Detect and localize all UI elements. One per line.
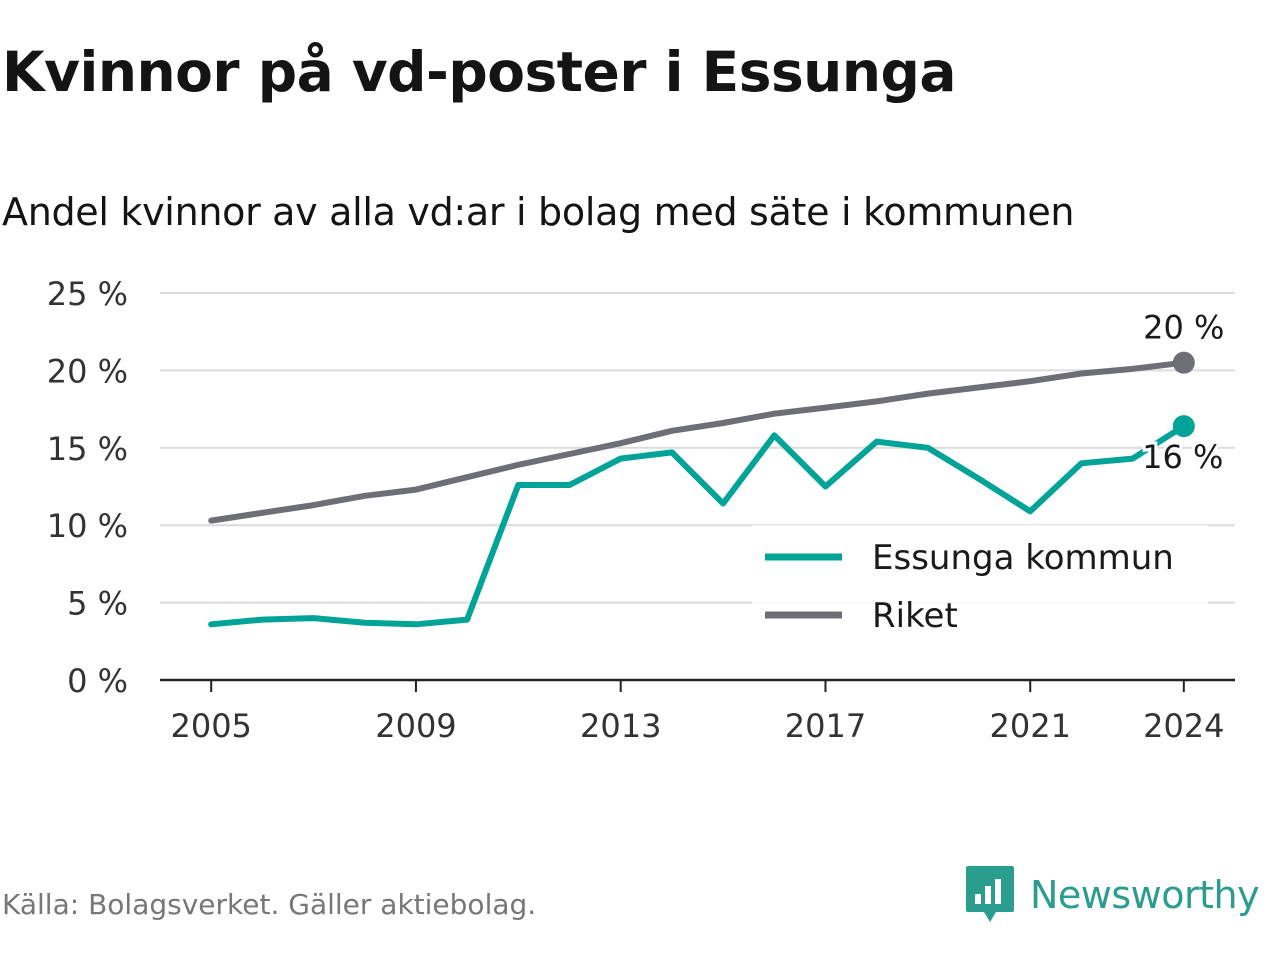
- newsworthy-logo-icon: [966, 866, 1014, 922]
- y-tick-label: 25 %: [47, 275, 128, 313]
- x-tick-label: 2005: [170, 707, 251, 745]
- end-label-riket: 20 %: [1143, 309, 1224, 347]
- x-tick-label: 2021: [990, 707, 1071, 745]
- y-tick-label: 15 %: [47, 430, 128, 468]
- series-line-essunga-kommun: [208, 423, 1187, 628]
- brand-logo[interactable]: Newsworthy: [964, 864, 1260, 926]
- series-end-marker-riket: [1172, 351, 1195, 374]
- series-line-riket: [208, 359, 1187, 524]
- x-tick-label: 2017: [785, 707, 866, 745]
- chart-subtitle: Andel kvinnor av alla vd:ar i bolag med …: [2, 190, 1075, 234]
- y-tick-label: 10 %: [47, 507, 128, 545]
- chart-title: Kvinnor på vd-poster i Essunga: [2, 40, 956, 104]
- end-label-essunga: 16 %: [1142, 438, 1223, 476]
- legend-box: [752, 525, 1208, 647]
- legend-label: Essunga kommun: [872, 538, 1174, 578]
- source-note: Källa: Bolagsverket. Gäller aktiebolag.: [2, 888, 537, 921]
- y-tick-label: 20 %: [47, 352, 128, 390]
- y-tick-label: 5 %: [67, 585, 128, 623]
- series-end-marker-essunga-kommun: [1172, 415, 1195, 438]
- y-tick-label: 0 %: [67, 662, 128, 700]
- legend-label: Riket: [872, 596, 958, 636]
- x-tick-label: 2024: [1143, 707, 1224, 745]
- brand-name: Newsworthy: [1030, 873, 1260, 917]
- x-tick-label: 2009: [375, 707, 456, 745]
- x-tick-label: 2013: [580, 707, 661, 745]
